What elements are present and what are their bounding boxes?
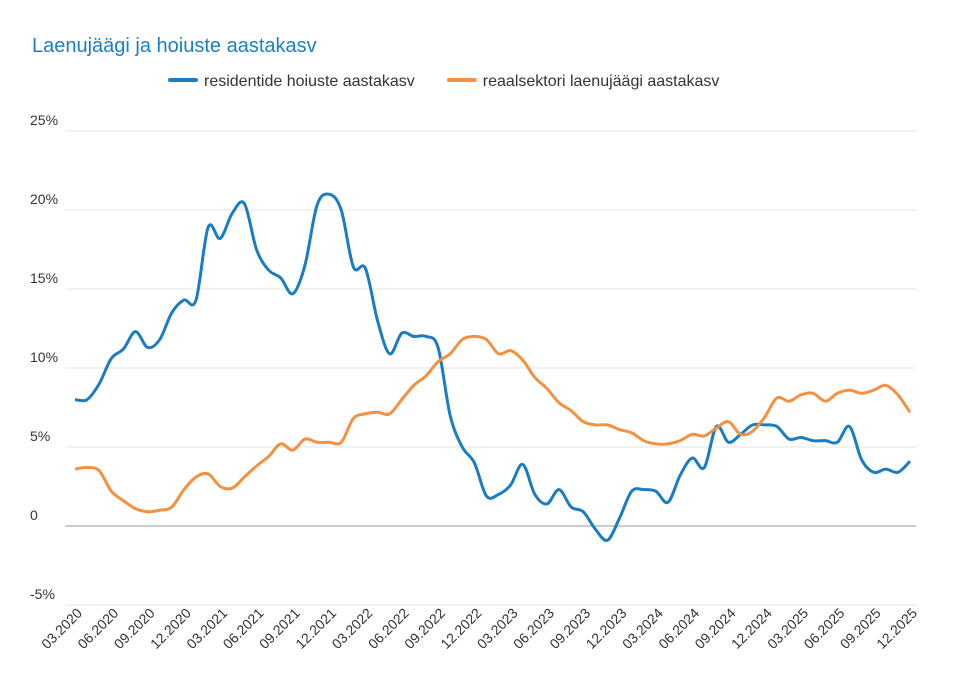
y-tick-label: 20%: [30, 191, 58, 207]
y-tick-label: 10%: [30, 349, 58, 365]
series-line: [74, 334, 912, 514]
x-tick-label: 12.2025: [873, 605, 920, 652]
y-tick-label: 5%: [30, 428, 50, 444]
legend-label: reaalsektori laenujäägi aastakasv: [483, 73, 720, 90]
y-tick-label: 15%: [30, 270, 58, 286]
chart-title: Laenujäägi ja hoiuste aastakasv: [32, 35, 317, 57]
legend-label: residentide hoiuste aastakasv: [204, 73, 415, 90]
y-tick-label: 25%: [30, 112, 58, 128]
y-tick-label: 0: [30, 507, 38, 523]
series-line: [74, 192, 912, 542]
y-tick-label: -5%: [30, 586, 55, 602]
